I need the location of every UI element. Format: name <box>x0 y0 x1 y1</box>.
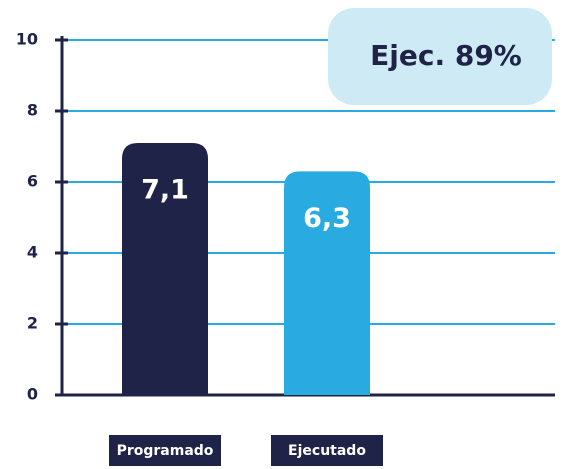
bar <box>284 171 370 395</box>
annotation: Ejec. 89% <box>370 39 522 72</box>
x-tick-label: Ejecutado <box>288 443 366 459</box>
value-label: 6,3 <box>303 203 351 234</box>
y-tick-label: 8 <box>27 101 38 120</box>
bar <box>122 142 208 395</box>
annotation-box <box>328 8 552 105</box>
y-tick-label: 0 <box>27 385 38 404</box>
y-tick-label: 2 <box>27 314 38 333</box>
x-tick-label: Programado <box>117 443 214 459</box>
category-box <box>109 435 221 466</box>
y-tick-label: 10 <box>16 30 38 49</box>
y-tick-label: 4 <box>27 243 38 262</box>
y-tick-label: 6 <box>27 172 38 191</box>
value-label: 7,1 <box>141 174 189 205</box>
category-box <box>271 435 383 466</box>
